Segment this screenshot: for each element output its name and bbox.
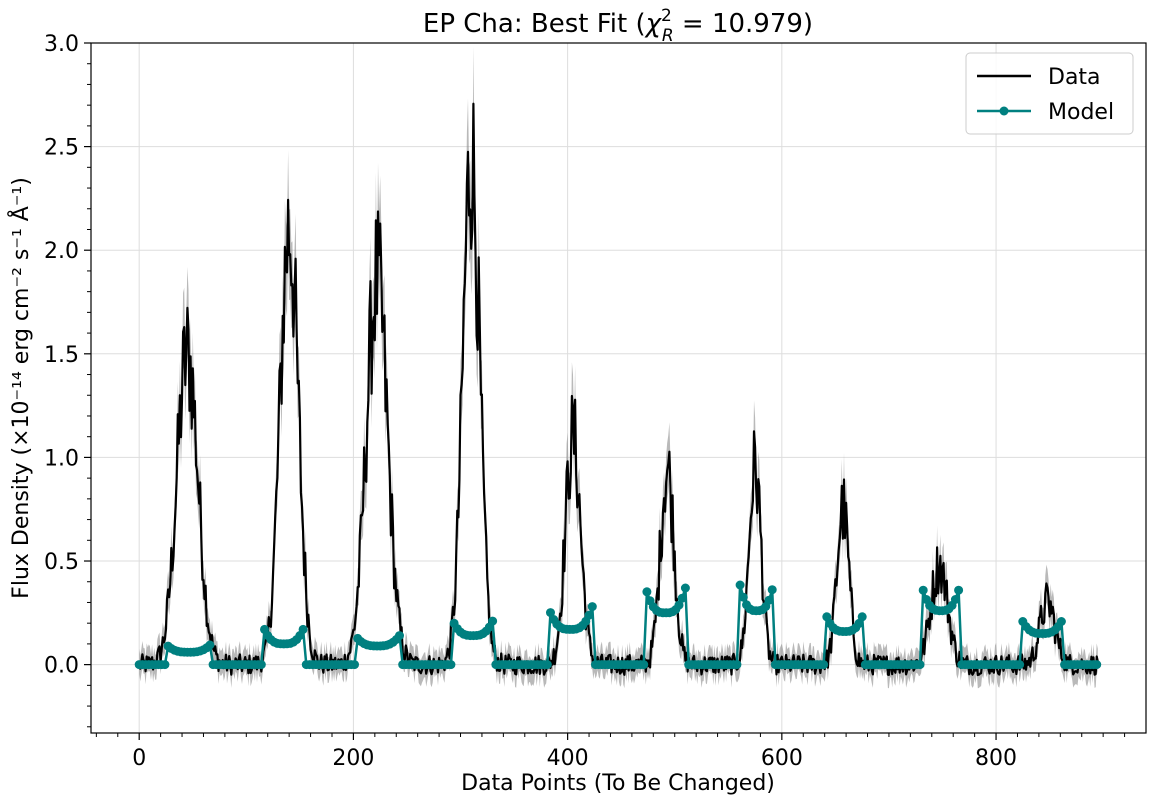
model-point <box>160 660 170 670</box>
series-layer <box>134 102 1102 677</box>
model-point <box>639 660 649 670</box>
model-point <box>546 608 555 618</box>
model-point <box>674 600 684 610</box>
title-chi: χ <box>644 9 663 39</box>
model-point <box>298 624 308 634</box>
model-point <box>950 595 960 604</box>
y-tick-label: 0.5 <box>44 550 79 575</box>
ticks: 0 200 400 600 800 0.0 0.5 1.0 1.5 2.0 2.5 3.0 <box>44 32 1126 771</box>
legend-model-marker <box>999 106 1009 116</box>
model-point <box>767 585 777 595</box>
y-tick-label: 0.0 <box>44 654 79 679</box>
x-tick-label: 200 <box>332 746 374 771</box>
x-tick-label: 800 <box>975 746 1017 771</box>
y-axis-label: Flux Density (×10⁻¹⁴ erg cm⁻² s⁻¹ Å⁻¹) <box>7 177 34 599</box>
model-point <box>395 631 404 641</box>
model-point <box>1056 617 1066 626</box>
plot-frame <box>90 42 1147 734</box>
model-point <box>918 585 928 595</box>
model-point <box>680 583 690 593</box>
title-prefix: EP Cha: Best Fit ( <box>423 9 646 39</box>
model-point <box>677 593 687 603</box>
data-error-fill <box>139 46 1098 689</box>
model-point <box>1015 660 1025 670</box>
model-point <box>819 660 829 670</box>
data-error-band <box>139 46 1098 689</box>
y-tick-label: 2.0 <box>44 239 79 264</box>
x-tick-label: 0 <box>132 746 146 771</box>
legend-box <box>965 52 1134 135</box>
model-point <box>446 660 456 670</box>
title-superscript: 2 <box>661 6 672 26</box>
model-point <box>350 660 359 670</box>
model-point <box>587 602 597 612</box>
model-point <box>205 640 215 650</box>
model-point <box>584 610 594 620</box>
model-point <box>764 595 774 605</box>
x-axis-label: Data Points (To Be Changed) <box>461 771 775 796</box>
model-point <box>954 585 964 595</box>
x-tick-label: 600 <box>761 746 803 771</box>
chart-title: EP Cha: Best Fit (χ2 R = 10.979) <box>423 6 813 46</box>
model-point <box>915 660 925 670</box>
grid <box>91 42 1146 733</box>
y-tick-label: 2.5 <box>44 136 79 161</box>
y-tick-label: 1.5 <box>44 343 79 368</box>
model-point <box>642 587 652 597</box>
model-point <box>735 580 745 590</box>
title-suffix: = 10.979) <box>674 9 813 39</box>
legend: Data Model <box>965 52 1134 135</box>
model-point <box>857 612 867 622</box>
model-point <box>738 592 748 602</box>
model-point <box>542 660 552 670</box>
model-point <box>256 660 266 670</box>
title-subscript: R <box>662 26 674 46</box>
x-tick-label: 400 <box>547 746 589 771</box>
legend-data-label: Data <box>1048 65 1101 90</box>
model-point <box>732 660 742 670</box>
model-point <box>488 616 498 626</box>
y-tick-label: 3.0 <box>44 32 79 57</box>
model-point <box>1092 660 1102 670</box>
legend-model-label: Model <box>1048 100 1114 125</box>
y-tick-label: 1.0 <box>44 446 79 471</box>
